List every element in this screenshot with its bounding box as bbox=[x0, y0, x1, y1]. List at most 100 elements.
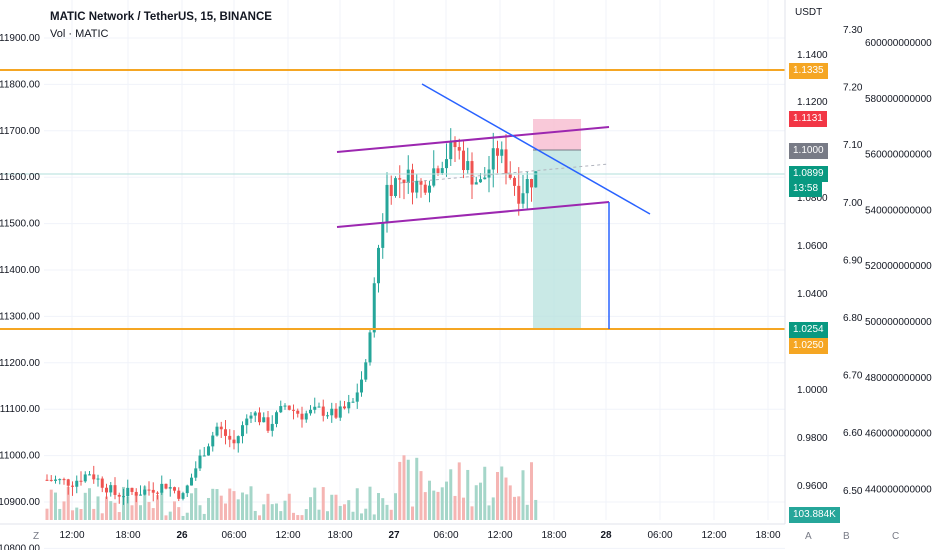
volume-bar bbox=[347, 500, 351, 520]
candle-body bbox=[338, 406, 342, 418]
volume-bar bbox=[113, 502, 117, 520]
volume-axis: 600000000000.00 580000000000.00 5600000000… bbox=[865, 38, 932, 495]
volume-bar bbox=[521, 470, 525, 520]
volume-bar bbox=[266, 493, 270, 520]
candle-body bbox=[279, 406, 283, 413]
candle-body bbox=[194, 468, 198, 478]
volume-bar bbox=[71, 510, 74, 520]
volume-tick-label: 520000000000.00 bbox=[865, 261, 932, 272]
volume-tick-label: 480000000000.00 bbox=[865, 373, 932, 384]
volume-bar bbox=[224, 503, 227, 520]
candle-body bbox=[296, 410, 300, 414]
volume-bar bbox=[360, 513, 363, 520]
volume-bar bbox=[355, 488, 359, 520]
volume-value-tag: 103.884K bbox=[789, 507, 840, 523]
time-tick-label: 18:00 bbox=[755, 530, 780, 541]
volume-bar bbox=[164, 515, 168, 520]
candle-body bbox=[436, 168, 440, 174]
candle-body bbox=[355, 392, 359, 402]
candle-body bbox=[100, 478, 104, 488]
candle-body bbox=[406, 169, 410, 183]
lower-level-tag: 1.0250 bbox=[789, 338, 828, 354]
target-price-tag: 1.0254 bbox=[789, 322, 828, 338]
volume-bar bbox=[309, 497, 312, 520]
volume-bar bbox=[432, 490, 436, 520]
secondary-tick-label: 7.20 bbox=[843, 83, 863, 94]
candle-body bbox=[385, 184, 389, 224]
candle-body bbox=[126, 487, 130, 497]
time-tick-label: 12:00 bbox=[487, 530, 512, 541]
volume-bar bbox=[364, 508, 368, 520]
scale-b-button[interactable]: B bbox=[843, 531, 850, 542]
volume-bar bbox=[338, 505, 342, 520]
secondary-tick-label: 6.70 bbox=[843, 371, 863, 382]
candle-body bbox=[219, 426, 223, 430]
candle-body bbox=[122, 496, 125, 498]
secondary-tick-label: 6.90 bbox=[843, 255, 863, 266]
candle-body bbox=[440, 168, 444, 174]
candle-body bbox=[207, 446, 210, 456]
volume-bars bbox=[45, 455, 538, 520]
candle-body bbox=[343, 406, 346, 409]
take-profit-zone bbox=[533, 150, 581, 329]
volume-bar bbox=[479, 482, 482, 520]
secondary-tick-label: 7.10 bbox=[843, 140, 863, 151]
time-tick-label: 26 bbox=[176, 530, 188, 541]
secondary-tick-label: 7.30 bbox=[843, 25, 863, 36]
symbol-title[interactable]: MATIC Network / TetherUS, 15, BINANCE bbox=[50, 11, 272, 23]
candle-body bbox=[262, 417, 266, 423]
volume-bar bbox=[428, 480, 431, 520]
volume-indicator-label[interactable]: Vol · MATIC bbox=[50, 28, 109, 40]
left-tick-label: 11100.00 bbox=[0, 404, 40, 415]
time-tick-label: 18:00 bbox=[115, 530, 140, 541]
secondary-tick-label: 6.60 bbox=[843, 428, 863, 439]
usdt-tick-label: 0.9800 bbox=[797, 433, 828, 444]
volume-bar bbox=[330, 494, 334, 520]
volume-bar bbox=[287, 493, 291, 520]
candle-body bbox=[398, 178, 402, 180]
auto-scale-button[interactable]: A bbox=[805, 531, 812, 542]
time-tick-label: 06:00 bbox=[647, 530, 672, 541]
volume-bar bbox=[134, 493, 138, 520]
candle-body bbox=[173, 487, 176, 491]
volume-bar bbox=[283, 500, 287, 520]
volume-bar bbox=[445, 481, 448, 520]
volume-bar bbox=[185, 512, 189, 520]
candle-body bbox=[105, 487, 108, 493]
volume-bar bbox=[415, 457, 419, 520]
stop-loss-zone bbox=[533, 119, 581, 150]
zoom-reset-button[interactable]: Z bbox=[33, 531, 40, 542]
volume-bar bbox=[292, 512, 295, 520]
volume-bar bbox=[402, 455, 406, 520]
volume-bar bbox=[181, 515, 185, 520]
volume-bar bbox=[423, 492, 427, 520]
candle-body bbox=[215, 426, 219, 436]
left-tick-label: 10800.00 bbox=[0, 543, 40, 550]
volume-bar bbox=[190, 493, 193, 520]
candle-body bbox=[381, 223, 385, 248]
candle-body bbox=[54, 479, 57, 481]
volume-bar bbox=[530, 462, 533, 520]
usdt-price-axis: USDT 1.1400 1.1200 1.0800 1.0600 1.0400 1.0000… bbox=[784, 0, 828, 524]
volume-bar bbox=[79, 509, 83, 520]
volume-bar bbox=[232, 491, 236, 520]
candle-body bbox=[449, 141, 453, 160]
volume-bar bbox=[304, 509, 308, 520]
candle-body bbox=[470, 161, 474, 185]
usdt-tick-label: 1.0000 bbox=[797, 385, 828, 396]
volume-bar bbox=[139, 505, 142, 520]
volume-bar bbox=[253, 510, 257, 520]
volume-bar bbox=[49, 489, 53, 520]
volume-bar bbox=[496, 472, 499, 520]
volume-bar bbox=[58, 508, 62, 520]
scale-c-button[interactable]: C bbox=[892, 531, 900, 542]
candle-body bbox=[88, 474, 91, 476]
usdt-tick-label: 1.0800 bbox=[797, 193, 828, 204]
candle-body bbox=[534, 171, 538, 188]
volume-bar bbox=[483, 466, 487, 520]
upper-level-tag: 1.1335 bbox=[789, 63, 828, 79]
candle-body bbox=[462, 150, 465, 171]
channel-mid-line bbox=[399, 163, 610, 184]
